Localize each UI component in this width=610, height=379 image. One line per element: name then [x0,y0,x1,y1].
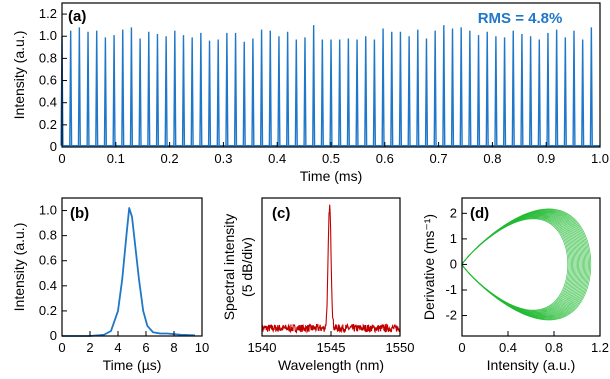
panel-d-xtick-label: 0.4 [499,340,517,355]
panel-c-trace [261,204,401,334]
panel-c-xlabel: Wavelength (nm) [278,357,384,373]
panel-d-axes: 0 0.4 0.8 1.2 -2 -1 0 1 2 [445,205,609,355]
panel-c-xtick-label: 1550 [386,340,415,355]
panel-b-ytick-label: 0.8 [39,228,57,243]
panel-a-xtick-label: 0.6 [376,151,394,166]
panel-c-axes: 1540 1545 1550 [248,331,415,355]
panel-d-loop [461,217,570,311]
panel-d-loop [461,216,573,313]
panel-a-ytick-label: 0.8 [39,50,57,65]
panel-a-xtick-label: 0.5 [322,151,340,166]
panel-d-xlabel: Intensity (a.u.) [487,357,576,373]
panel-a-label: (a) [68,8,86,25]
panel-b-ytick-label: 0.6 [39,253,57,268]
panel-c-spectrum-trace [261,204,401,334]
panel-b-ytick-label: 0 [50,328,57,343]
panel-b-ytick-label: 0.2 [39,303,57,318]
panel-a-xtick-label: 0.8 [483,151,501,166]
panel-a-ylabel: Intensity (a.u.) [11,31,27,120]
panel-d-loop [461,215,575,314]
panel-a-xtick-label: 0.7 [430,151,448,166]
panel-b-xlabel: Time (µs) [103,357,162,373]
panel-b-frame [61,197,203,337]
panel-b-trace [62,207,196,337]
panel-a-ytick-label: 1.2 [39,6,57,21]
panel-b-pulse-trace [62,207,196,337]
panel-d-ylabel: Derivative (ms⁻¹) [421,214,437,320]
panel-b-xtick-label: 2 [86,340,93,355]
panel-b-xtick-label: 6 [142,340,149,355]
panel-c-label: (c) [272,205,290,222]
panel-c-ylabel-line2: (5 dB/div) [239,237,255,297]
panel-d-xtick-label: 0.8 [545,340,563,355]
panel-d-loop [461,216,572,313]
panel-c-xtick-label: 1540 [248,340,277,355]
panel-b-ylabel: Intensity (a.u.) [11,223,27,312]
panel-b-ytick-label: 1.0 [39,203,57,218]
panel-a-trace [60,25,600,147]
panel-b-label: (b) [70,205,89,222]
panel-b: 0 2 4 6 8 10 0 0.2 0.4 0.6 0.8 1.0 (b) Time (µs) In… [11,197,209,373]
panel-a-ytick-label: 1.0 [39,28,57,43]
panel-d-loop [461,217,571,312]
panel-a-annotation: RMS = 4.8% [478,10,563,27]
panel-d-loop [461,213,580,316]
panel-d-ytick-label: 1 [450,231,457,246]
panel-d-ytick-label: -1 [445,282,457,297]
panel-b-axes: 0 2 4 6 8 10 0 0.2 0.4 0.6 0.8 1.0 [39,203,209,355]
panel-d: 0 0.4 0.8 1.2 -2 -1 0 1 2 (d) Intensity (a.u.) D… [421,197,609,373]
panel-a-xtick-label: 0.9 [537,151,555,166]
panel-b-xtick-label: 8 [170,340,177,355]
panel-c-ylabel-line1: Spectral intensity [221,214,237,321]
panel-d-ytick-label: -2 [445,308,457,323]
panel-b-xtick-label: 0 [58,340,65,355]
panel-d-loop [461,214,578,315]
panel-d-xtick-label: 0 [458,340,465,355]
panel-a: 0 0.1 0.2 0.3 0.4 0.5 0.6 0.7 0.8 0.9 1.0 0 0.2 0.4 0.… [11,2,609,184]
panel-d-trace [461,208,592,321]
panel-b-xtick-label: 4 [114,340,121,355]
panel-a-ytick-label: 0.2 [39,117,57,132]
panel-b-xtick-label: 10 [195,340,209,355]
panel-a-xtick-label: 0 [58,151,65,166]
panel-a-ytick-label: 0.4 [39,95,57,110]
panel-c: 1540 1545 1550 (c) Wavelength (nm) Spectra… [221,197,415,373]
panel-d-loop [461,214,577,315]
panel-d-xtick-label: 1.2 [591,340,609,355]
panel-d-frame [461,197,601,337]
panel-d-loop [461,218,569,311]
panel-a-xtick-label: 0.2 [161,151,179,166]
panel-a-xtick-label: 1.0 [591,151,609,166]
panel-a-xtick-label: 0.1 [107,151,125,166]
panel-a-axes: 0 0.1 0.2 0.3 0.4 0.5 0.6 0.7 0.8 0.9 1.0 0 0.2 0.4 0.… [39,6,609,166]
panel-d-ytick-label: 0 [450,256,457,271]
panel-a-xtick-label: 0.3 [214,151,232,166]
panel-a-pulse-train [60,25,600,147]
panel-b-ytick-label: 0.4 [39,278,57,293]
panel-a-ytick-label: 0.6 [39,73,57,88]
panel-a-xlabel: Time (ms) [300,168,362,184]
panel-d-loop [461,208,592,321]
panel-d-ytick-label: 2 [450,205,457,220]
panel-c-xtick-label: 1545 [317,340,346,355]
panel-a-ytick-label: 0 [50,139,57,154]
panel-d-loop [461,215,576,314]
panel-d-loop [461,213,581,316]
panel-a-xtick-label: 0.4 [268,151,286,166]
panel-d-label: (d) [470,205,489,222]
